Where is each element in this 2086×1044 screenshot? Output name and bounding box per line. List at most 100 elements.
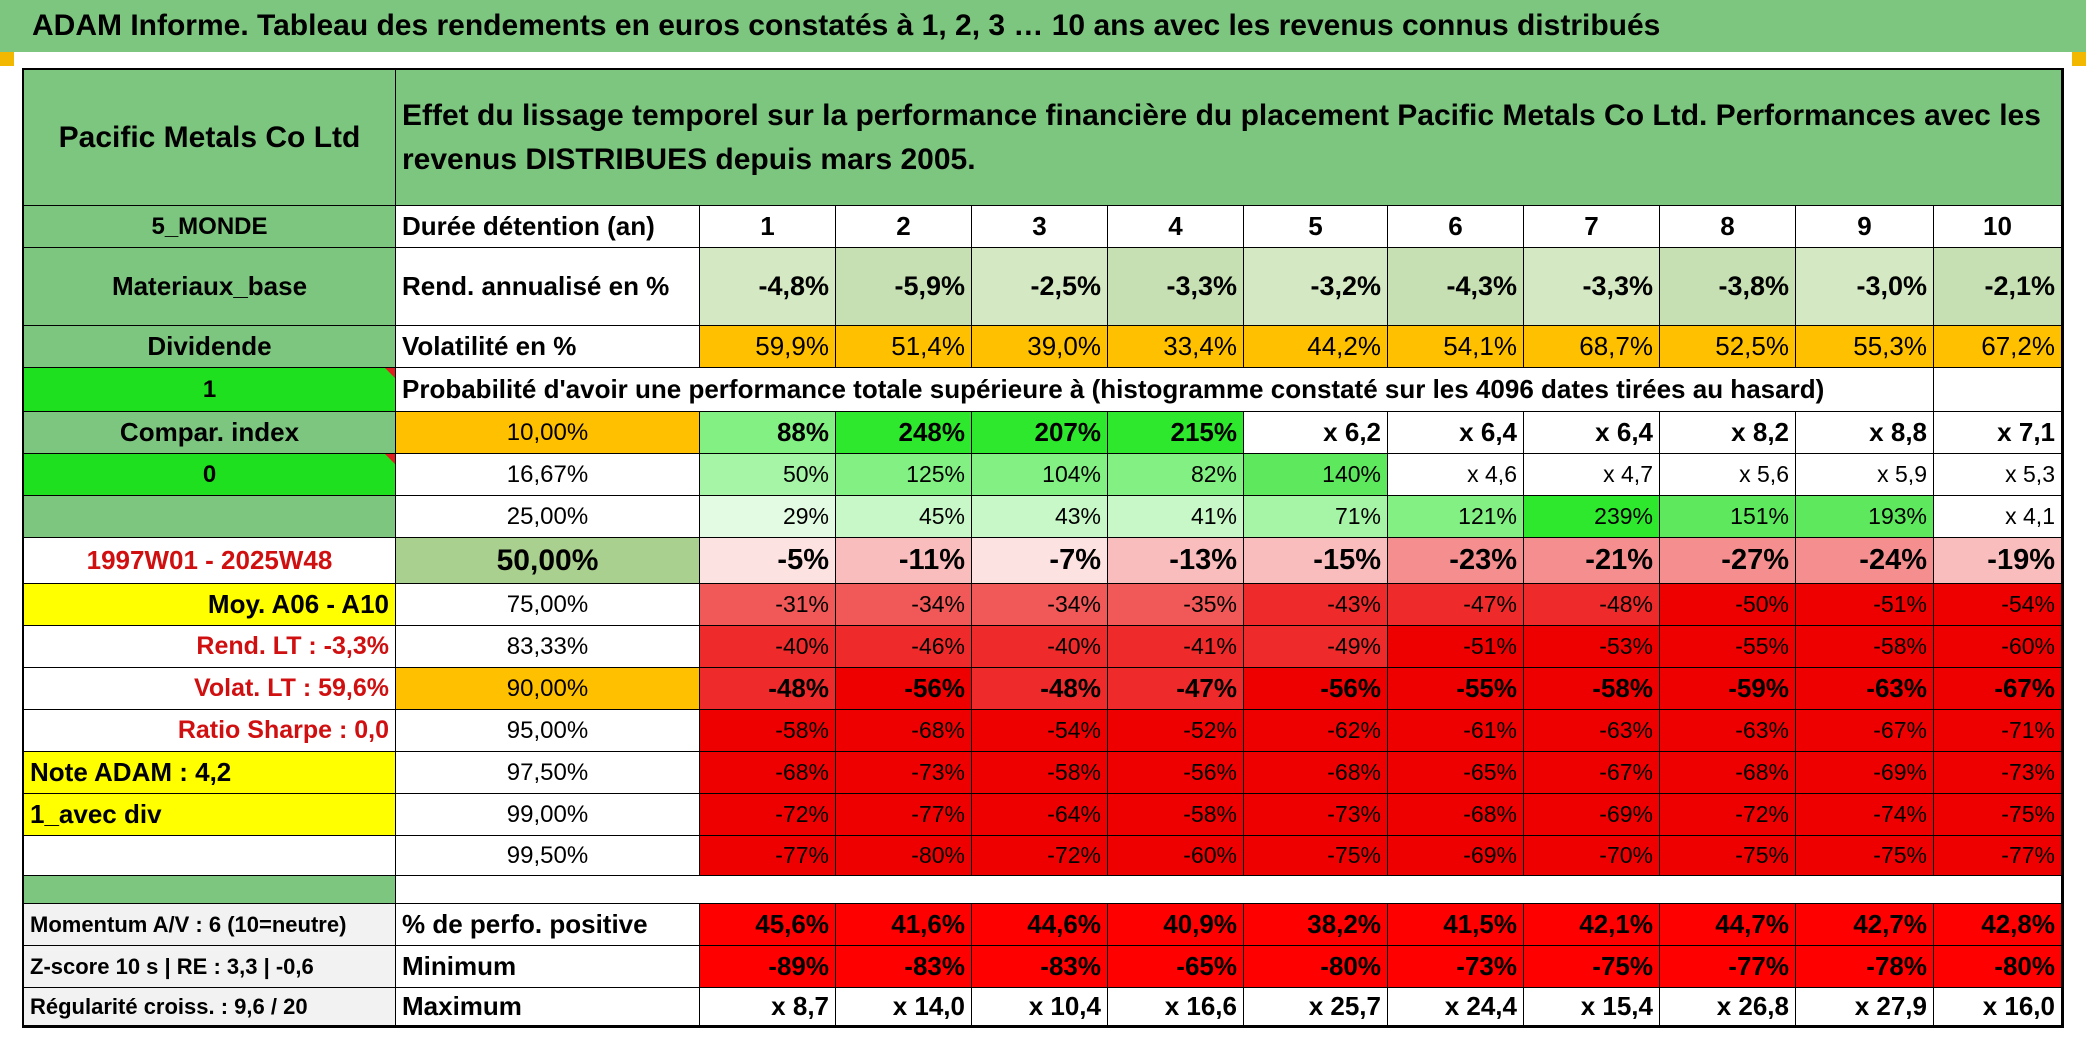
percentile-value: x 5,3 (1934, 454, 2062, 496)
duration-header: 7 (1524, 206, 1660, 248)
percentile-value: -48% (1524, 584, 1660, 626)
percentile-value: -7% (972, 538, 1108, 584)
bottom-value: -80% (1934, 946, 2062, 988)
duration-header: 5 (1244, 206, 1388, 248)
percentile-value: -68% (1244, 752, 1388, 794)
percentile-value: 239% (1524, 496, 1660, 538)
percentile-value: -47% (1388, 584, 1524, 626)
percentile-label: 83,33% (396, 626, 700, 668)
percentile-value: -69% (1524, 794, 1660, 836)
percentile-value: -46% (836, 626, 972, 668)
bottom-value: 42,1% (1524, 904, 1660, 946)
percentile-value: 207% (972, 412, 1108, 454)
percentile-value: -11% (836, 538, 972, 584)
percentile-value: -56% (1108, 752, 1244, 794)
vol-value: 52,5% (1660, 326, 1796, 368)
probability-header: Probabilité d'avoir une performance tota… (396, 368, 1934, 412)
percentile-value: -56% (836, 668, 972, 710)
percentile-value: 29% (700, 496, 836, 538)
percentile-value: -34% (836, 584, 972, 626)
bottom-value: 44,6% (972, 904, 1108, 946)
percentile-value: -58% (1524, 668, 1660, 710)
percentile-value: -58% (1796, 626, 1934, 668)
percentile-value: -70% (1524, 836, 1660, 876)
percentile-value: -13% (1108, 538, 1244, 584)
vol-label: Volatilité en % (396, 326, 700, 368)
bottom-value: -80% (1244, 946, 1388, 988)
left-panel-item: Dividende (24, 326, 396, 368)
percentile-value: -47% (1108, 668, 1244, 710)
vol-value: 51,4% (836, 326, 972, 368)
percentile-value: x 5,9 (1796, 454, 1934, 496)
left-panel-item: 1997W01 - 2025W48 (24, 538, 396, 584)
bottom-value: x 26,8 (1660, 988, 1796, 1026)
bottom-value: x 10,4 (972, 988, 1108, 1026)
percentile-value: 121% (1388, 496, 1524, 538)
percentile-value: -72% (1660, 794, 1796, 836)
left-panel-item: 5_MONDE (24, 206, 396, 248)
percentile-value: x 6,4 (1524, 412, 1660, 454)
bottom-value: x 24,4 (1388, 988, 1524, 1026)
percentile-value: -5% (700, 538, 836, 584)
bottom-value: x 15,4 (1524, 988, 1660, 1026)
percentile-value: -56% (1244, 668, 1388, 710)
percentile-value: -58% (700, 710, 836, 752)
percentile-label: 99,50% (396, 836, 700, 876)
separator-green (24, 876, 396, 904)
rend-value: -2,1% (1934, 248, 2062, 326)
vol-value: 54,1% (1388, 326, 1524, 368)
percentile-value: 140% (1244, 454, 1388, 496)
duration-header: 1 (700, 206, 836, 248)
percentile-value: -31% (700, 584, 836, 626)
bottom-value: 40,9% (1108, 904, 1244, 946)
percentile-value: -67% (1796, 710, 1934, 752)
percentile-value: -73% (1934, 752, 2062, 794)
percentile-value: -19% (1934, 538, 2062, 584)
vol-value: 33,4% (1108, 326, 1244, 368)
bottom-value: -65% (1108, 946, 1244, 988)
percentile-value: -77% (836, 794, 972, 836)
bottom-value: 45,6% (700, 904, 836, 946)
left-panel-item: Volat. LT : 59,6% (24, 668, 396, 710)
bottom-side-label: Momentum A/V : 6 (10=neutre) (24, 904, 396, 946)
percentile-label: 50,00% (396, 538, 700, 584)
percentile-label: 90,00% (396, 668, 700, 710)
table-description: Effet du lissage temporel sur la perform… (396, 70, 2062, 206)
percentile-value: -74% (1796, 794, 1934, 836)
percentile-value: -51% (1796, 584, 1934, 626)
percentile-value: -73% (1244, 794, 1388, 836)
percentile-value: x 4,7 (1524, 454, 1660, 496)
bottom-value: x 8,7 (700, 988, 836, 1026)
percentile-label: 16,67% (396, 454, 700, 496)
percentile-value: -68% (1388, 794, 1524, 836)
rend-value: -4,3% (1388, 248, 1524, 326)
left-panel-item: Rend. LT : -3,3% (24, 626, 396, 668)
percentile-value: x 5,6 (1660, 454, 1796, 496)
duration-header: 3 (972, 206, 1108, 248)
percentile-value: 50% (700, 454, 836, 496)
rend-value: -3,8% (1660, 248, 1796, 326)
percentile-value: 248% (836, 412, 972, 454)
percentile-value: x 6,2 (1244, 412, 1388, 454)
vol-value: 68,7% (1524, 326, 1660, 368)
percentile-value: -48% (972, 668, 1108, 710)
rend-value: -2,5% (972, 248, 1108, 326)
bottom-value: 38,2% (1244, 904, 1388, 946)
percentile-value: -41% (1108, 626, 1244, 668)
bottom-value: 41,6% (836, 904, 972, 946)
percentile-value: -34% (972, 584, 1108, 626)
bottom-value: x 25,7 (1244, 988, 1388, 1026)
bottom-value: -83% (972, 946, 1108, 988)
left-panel-item: Compar. index (24, 412, 396, 454)
duration-header: 9 (1796, 206, 1934, 248)
percentile-label: 75,00% (396, 584, 700, 626)
rend-value: -3,3% (1108, 248, 1244, 326)
bottom-side-label: Z-score 10 s | RE : 3,3 | -0,6 (24, 946, 396, 988)
percentile-label: 95,00% (396, 710, 700, 752)
bottom-value: x 16,0 (1934, 988, 2062, 1026)
percentile-value: -48% (700, 668, 836, 710)
percentile-value: -60% (1108, 836, 1244, 876)
bottom-value: x 16,6 (1108, 988, 1244, 1026)
percentile-value: 88% (700, 412, 836, 454)
percentile-value: -63% (1660, 710, 1796, 752)
